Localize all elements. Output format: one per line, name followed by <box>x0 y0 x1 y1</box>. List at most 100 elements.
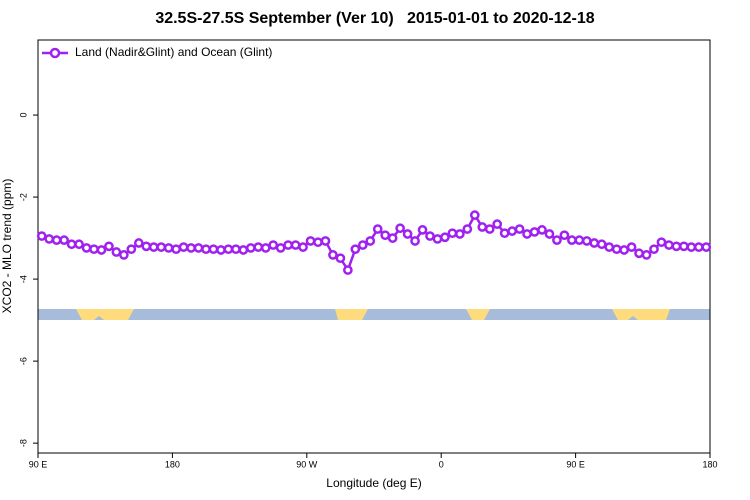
data-point <box>275 243 286 253</box>
y-axis-label: XCO2 - MLO trend (ppm) <box>0 179 14 314</box>
data-point <box>193 243 204 253</box>
data-point <box>148 242 159 252</box>
data-point <box>119 250 129 260</box>
data-point <box>141 241 152 252</box>
data-point <box>664 240 674 250</box>
data-point <box>208 244 219 255</box>
land-patch <box>335 309 368 320</box>
data-point <box>380 230 391 241</box>
data-point <box>283 240 293 250</box>
land-patch <box>466 309 490 320</box>
data-point <box>313 237 323 248</box>
data-point <box>111 247 122 257</box>
data-point <box>104 241 114 252</box>
data-point <box>343 265 353 275</box>
legend-marker <box>49 47 61 59</box>
data-point <box>36 231 47 241</box>
data-point <box>410 236 420 246</box>
data-point <box>507 226 517 236</box>
data-point <box>462 224 473 234</box>
data-point <box>693 242 704 252</box>
data-point <box>290 240 301 250</box>
x-tick-label: 90 E <box>29 459 48 469</box>
data-point <box>74 239 84 250</box>
land-ocean-strip <box>38 309 710 320</box>
x-tick-label: 180 <box>165 459 180 469</box>
x-tick-label: 180 <box>702 459 717 469</box>
x-tick-label: 0 <box>439 459 444 469</box>
data-point <box>365 236 376 246</box>
data-point <box>686 242 697 252</box>
data-point <box>372 224 383 234</box>
data-point <box>671 241 682 252</box>
data-point <box>492 219 503 229</box>
land-patch <box>76 309 134 320</box>
data-point <box>81 243 92 253</box>
data-point <box>544 229 555 239</box>
data-point <box>298 242 308 252</box>
data-point <box>604 242 615 252</box>
data-point <box>253 242 264 252</box>
data-point <box>268 240 279 250</box>
data-point <box>260 243 271 253</box>
ocean-band <box>38 309 710 320</box>
data-point <box>455 229 465 239</box>
data-point <box>335 253 346 264</box>
data-point <box>529 227 540 237</box>
data-point <box>567 235 577 245</box>
data-point <box>634 248 644 259</box>
y-tick-label: -4 <box>18 275 28 283</box>
data-point <box>679 241 689 252</box>
data-point <box>89 244 99 255</box>
data-point <box>499 228 510 239</box>
data-point <box>596 239 607 250</box>
data-point <box>425 231 435 241</box>
data-point <box>44 234 55 244</box>
data-point <box>432 234 443 244</box>
y-tick-label: -2 <box>18 193 28 201</box>
data-point <box>201 244 211 255</box>
data-point <box>59 235 69 245</box>
land-patch <box>612 309 670 320</box>
data-point <box>649 244 659 255</box>
y-tick-label: -6 <box>18 357 28 365</box>
data-point <box>619 245 629 255</box>
data-point <box>514 224 525 234</box>
data-point <box>216 245 226 255</box>
data-point <box>171 244 181 255</box>
data-point <box>96 245 107 255</box>
data-point <box>66 239 77 250</box>
y-tick-label: -8 <box>18 439 28 447</box>
data-point <box>328 250 338 260</box>
data-point <box>469 210 480 220</box>
data-point <box>133 238 144 248</box>
data-point <box>641 250 652 260</box>
data-point <box>440 232 450 243</box>
data-point <box>402 229 413 239</box>
data-point <box>178 242 189 252</box>
data-point <box>477 222 488 232</box>
data-point <box>320 236 331 246</box>
data-point <box>559 230 570 241</box>
data-point <box>387 233 398 243</box>
data-point <box>656 237 667 248</box>
data-point <box>126 244 137 255</box>
data-point <box>417 225 428 235</box>
data-point <box>231 244 241 255</box>
data-point <box>447 228 458 239</box>
legend: Land (Nadir&Glint) and Ocean (Glint) <box>42 45 272 59</box>
data-point <box>611 244 622 255</box>
data-point <box>626 242 637 252</box>
data-point <box>537 225 547 235</box>
x-tick-label: 90 E <box>566 459 585 469</box>
data-point <box>238 245 249 255</box>
data-point <box>305 236 316 246</box>
data-point <box>350 244 361 255</box>
data-point <box>186 243 196 253</box>
x-axis-label: Longitude (deg E) <box>326 476 421 490</box>
x-tick-label: 90 W <box>296 459 318 469</box>
legend-label: Land (Nadir&Glint) and Ocean (Glint) <box>75 45 272 59</box>
data-point <box>51 235 62 245</box>
data-point <box>522 229 532 239</box>
